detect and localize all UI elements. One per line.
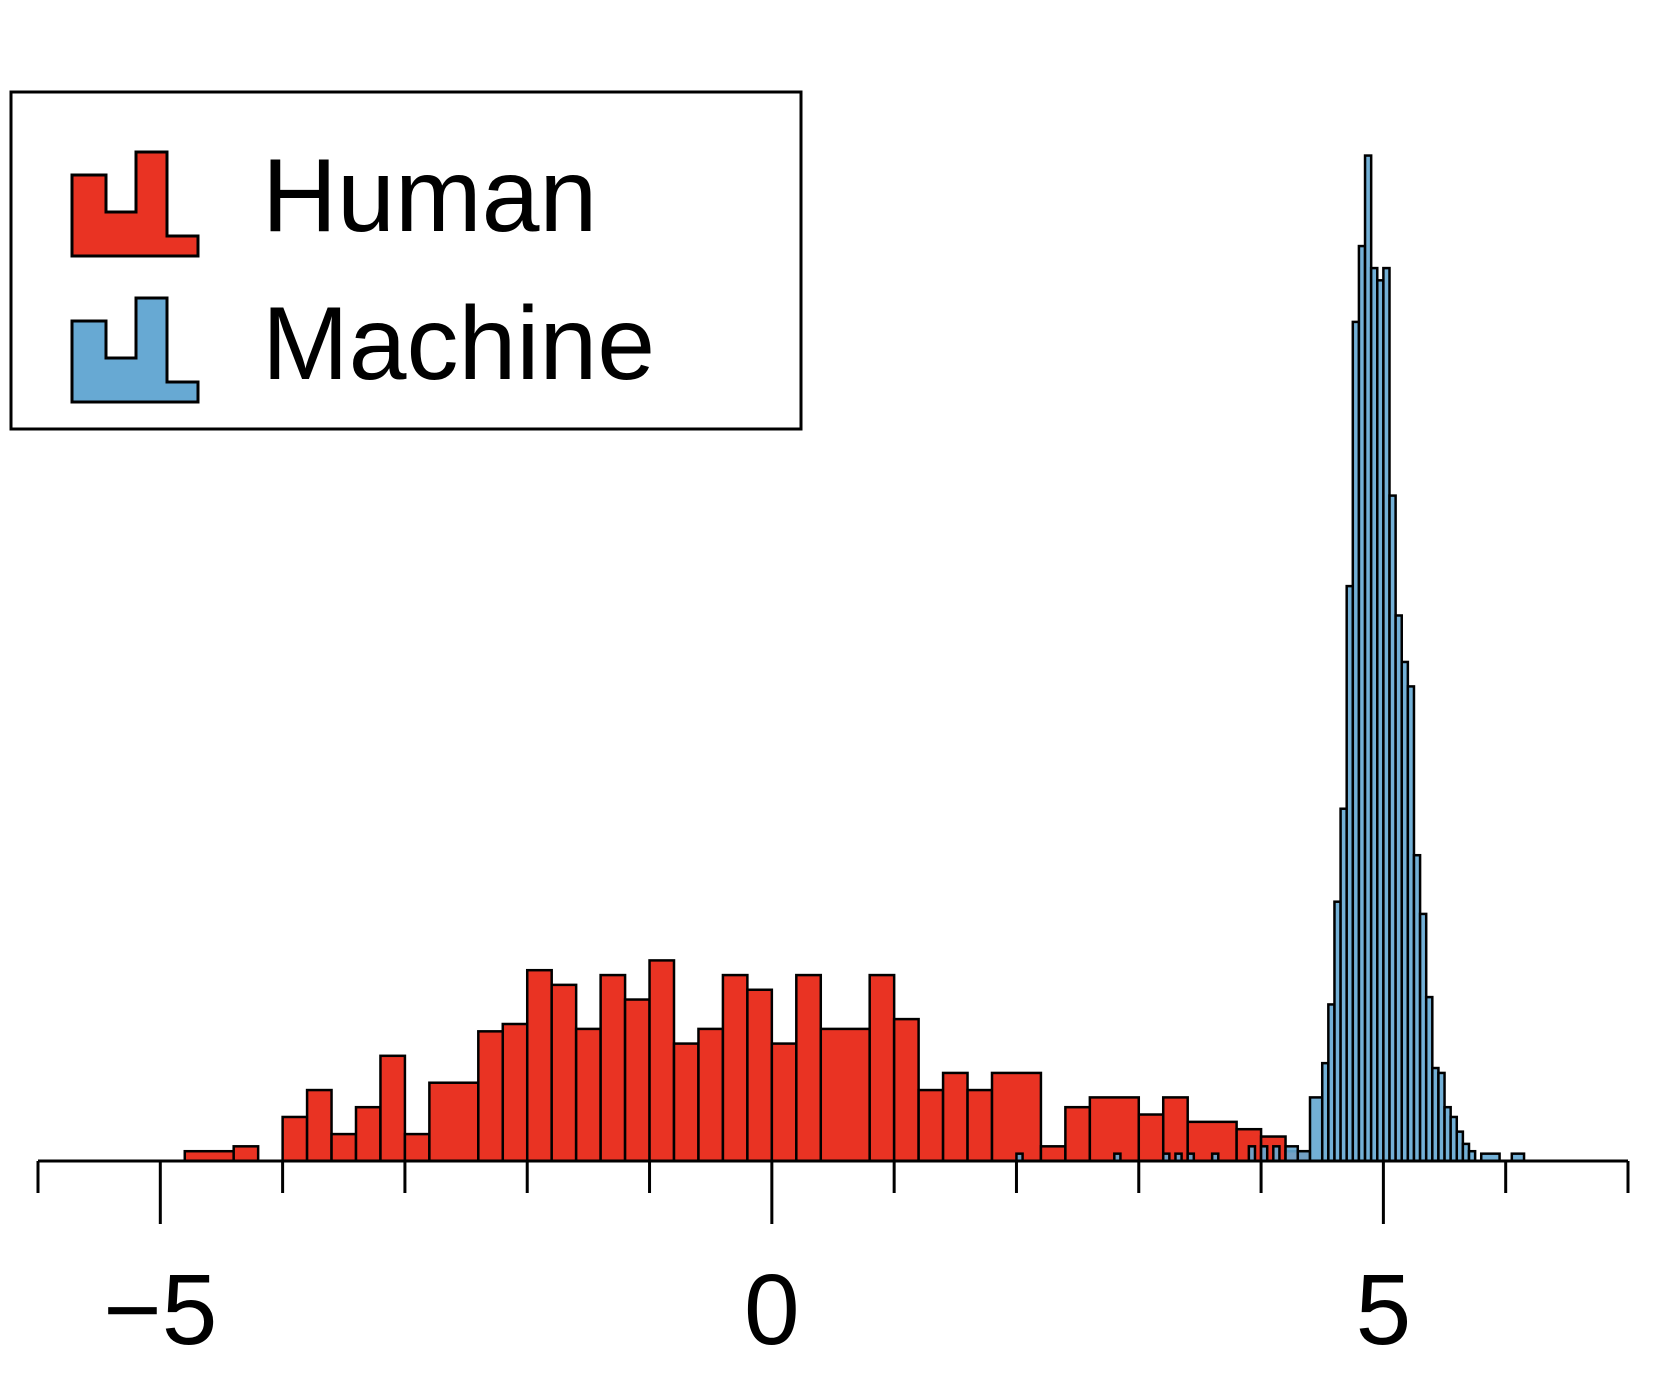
- human-bar-12: [550, 983, 578, 1163]
- human-bar-11: [525, 968, 553, 1163]
- human-bar-5: [354, 1105, 382, 1163]
- machine-bar-7: [1259, 1145, 1269, 1163]
- x-axis-ticks: [36, 1161, 1630, 1224]
- human-bar-18: [697, 1027, 725, 1163]
- human-bar-1: [232, 1145, 260, 1163]
- human-bar-27: [941, 1071, 969, 1163]
- human-bar-20: [746, 988, 774, 1163]
- machine-series: [1015, 154, 1526, 1163]
- human-bar-33: [1137, 1113, 1165, 1163]
- human-bar-30: [1039, 1145, 1067, 1163]
- legend: Human Machine: [9, 90, 803, 431]
- human-bar-16: [648, 959, 676, 1163]
- human-bar-34: [1161, 1096, 1189, 1163]
- legend-swatch-human: [70, 150, 200, 258]
- human-bar-15: [623, 998, 651, 1163]
- human-bar-23: [819, 1027, 871, 1163]
- legend-label-machine: Machine: [262, 286, 655, 402]
- human-bar-3: [305, 1088, 333, 1163]
- human-bar-14: [599, 973, 627, 1163]
- human-bar-9: [477, 1030, 505, 1163]
- human-series: [183, 959, 1312, 1163]
- machine-bar-6: [1247, 1145, 1257, 1163]
- human-bar-19: [721, 973, 749, 1163]
- legend-swatch-machine: [70, 296, 200, 404]
- x-tick-label-1: 0: [744, 1254, 800, 1366]
- x-tick-label-2: 5: [1356, 1254, 1412, 1366]
- human-bar-25: [892, 1017, 920, 1163]
- machine-bar-8: [1272, 1145, 1281, 1163]
- machine-bar-9: [1284, 1145, 1300, 1163]
- human-bar-7: [403, 1132, 431, 1163]
- human-bar-32: [1088, 1096, 1141, 1163]
- human-bar-10: [501, 1022, 529, 1163]
- machine-bar-11: [1308, 1096, 1324, 1163]
- human-bar-8: [428, 1081, 480, 1163]
- human-bar-17: [672, 1042, 700, 1163]
- legend-label-human: Human: [262, 138, 597, 254]
- human-bar-22: [795, 973, 823, 1163]
- human-bar-28: [966, 1088, 994, 1163]
- human-bar-31: [1064, 1105, 1092, 1163]
- human-bar-24: [868, 973, 896, 1163]
- human-bar-26: [917, 1088, 945, 1163]
- human-bar-2: [281, 1115, 309, 1163]
- human-bar-13: [574, 1027, 602, 1163]
- human-bar-29: [990, 1071, 1043, 1163]
- human-bar-4: [330, 1132, 358, 1163]
- x-tick-label-0: −5: [103, 1254, 217, 1366]
- human-bar-6: [379, 1054, 407, 1163]
- human-bar-21: [770, 1042, 798, 1163]
- x-axis-tick-labels: −5 0 5: [103, 1254, 1411, 1366]
